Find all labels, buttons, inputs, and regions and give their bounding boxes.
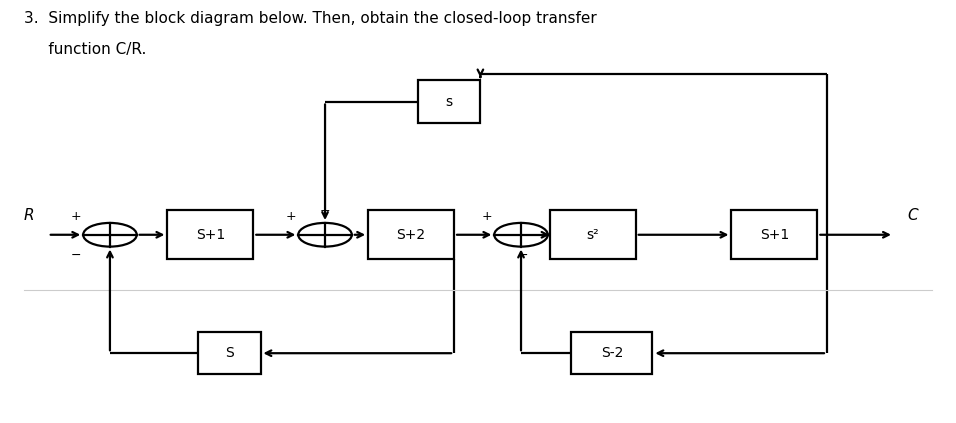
Text: S-2: S-2: [600, 346, 623, 360]
Text: −: −: [518, 249, 528, 261]
Circle shape: [83, 223, 137, 247]
Text: C: C: [907, 208, 919, 223]
Text: +: +: [70, 210, 81, 223]
Text: s: s: [445, 94, 453, 109]
Bar: [731, 210, 817, 259]
Text: 3.  Simplify the block diagram below. Then, obtain the closed-loop transfer: 3. Simplify the block diagram below. The…: [24, 11, 597, 25]
Text: S: S: [225, 346, 234, 360]
Bar: [550, 210, 636, 259]
Text: S+2: S+2: [397, 228, 425, 242]
Text: s²: s²: [586, 228, 599, 242]
Text: +: +: [319, 204, 331, 217]
Text: S+1: S+1: [196, 228, 225, 242]
Bar: [572, 332, 652, 374]
Circle shape: [494, 223, 548, 247]
Bar: [418, 80, 480, 123]
Text: +: +: [481, 210, 492, 223]
Bar: [368, 210, 454, 259]
Bar: [167, 210, 253, 259]
Circle shape: [298, 223, 352, 247]
Text: R: R: [23, 208, 34, 223]
Bar: [199, 332, 260, 374]
Text: function C/R.: function C/R.: [24, 42, 146, 57]
Text: S+1: S+1: [760, 228, 789, 242]
Text: −: −: [71, 249, 80, 261]
Text: +: +: [285, 210, 296, 223]
